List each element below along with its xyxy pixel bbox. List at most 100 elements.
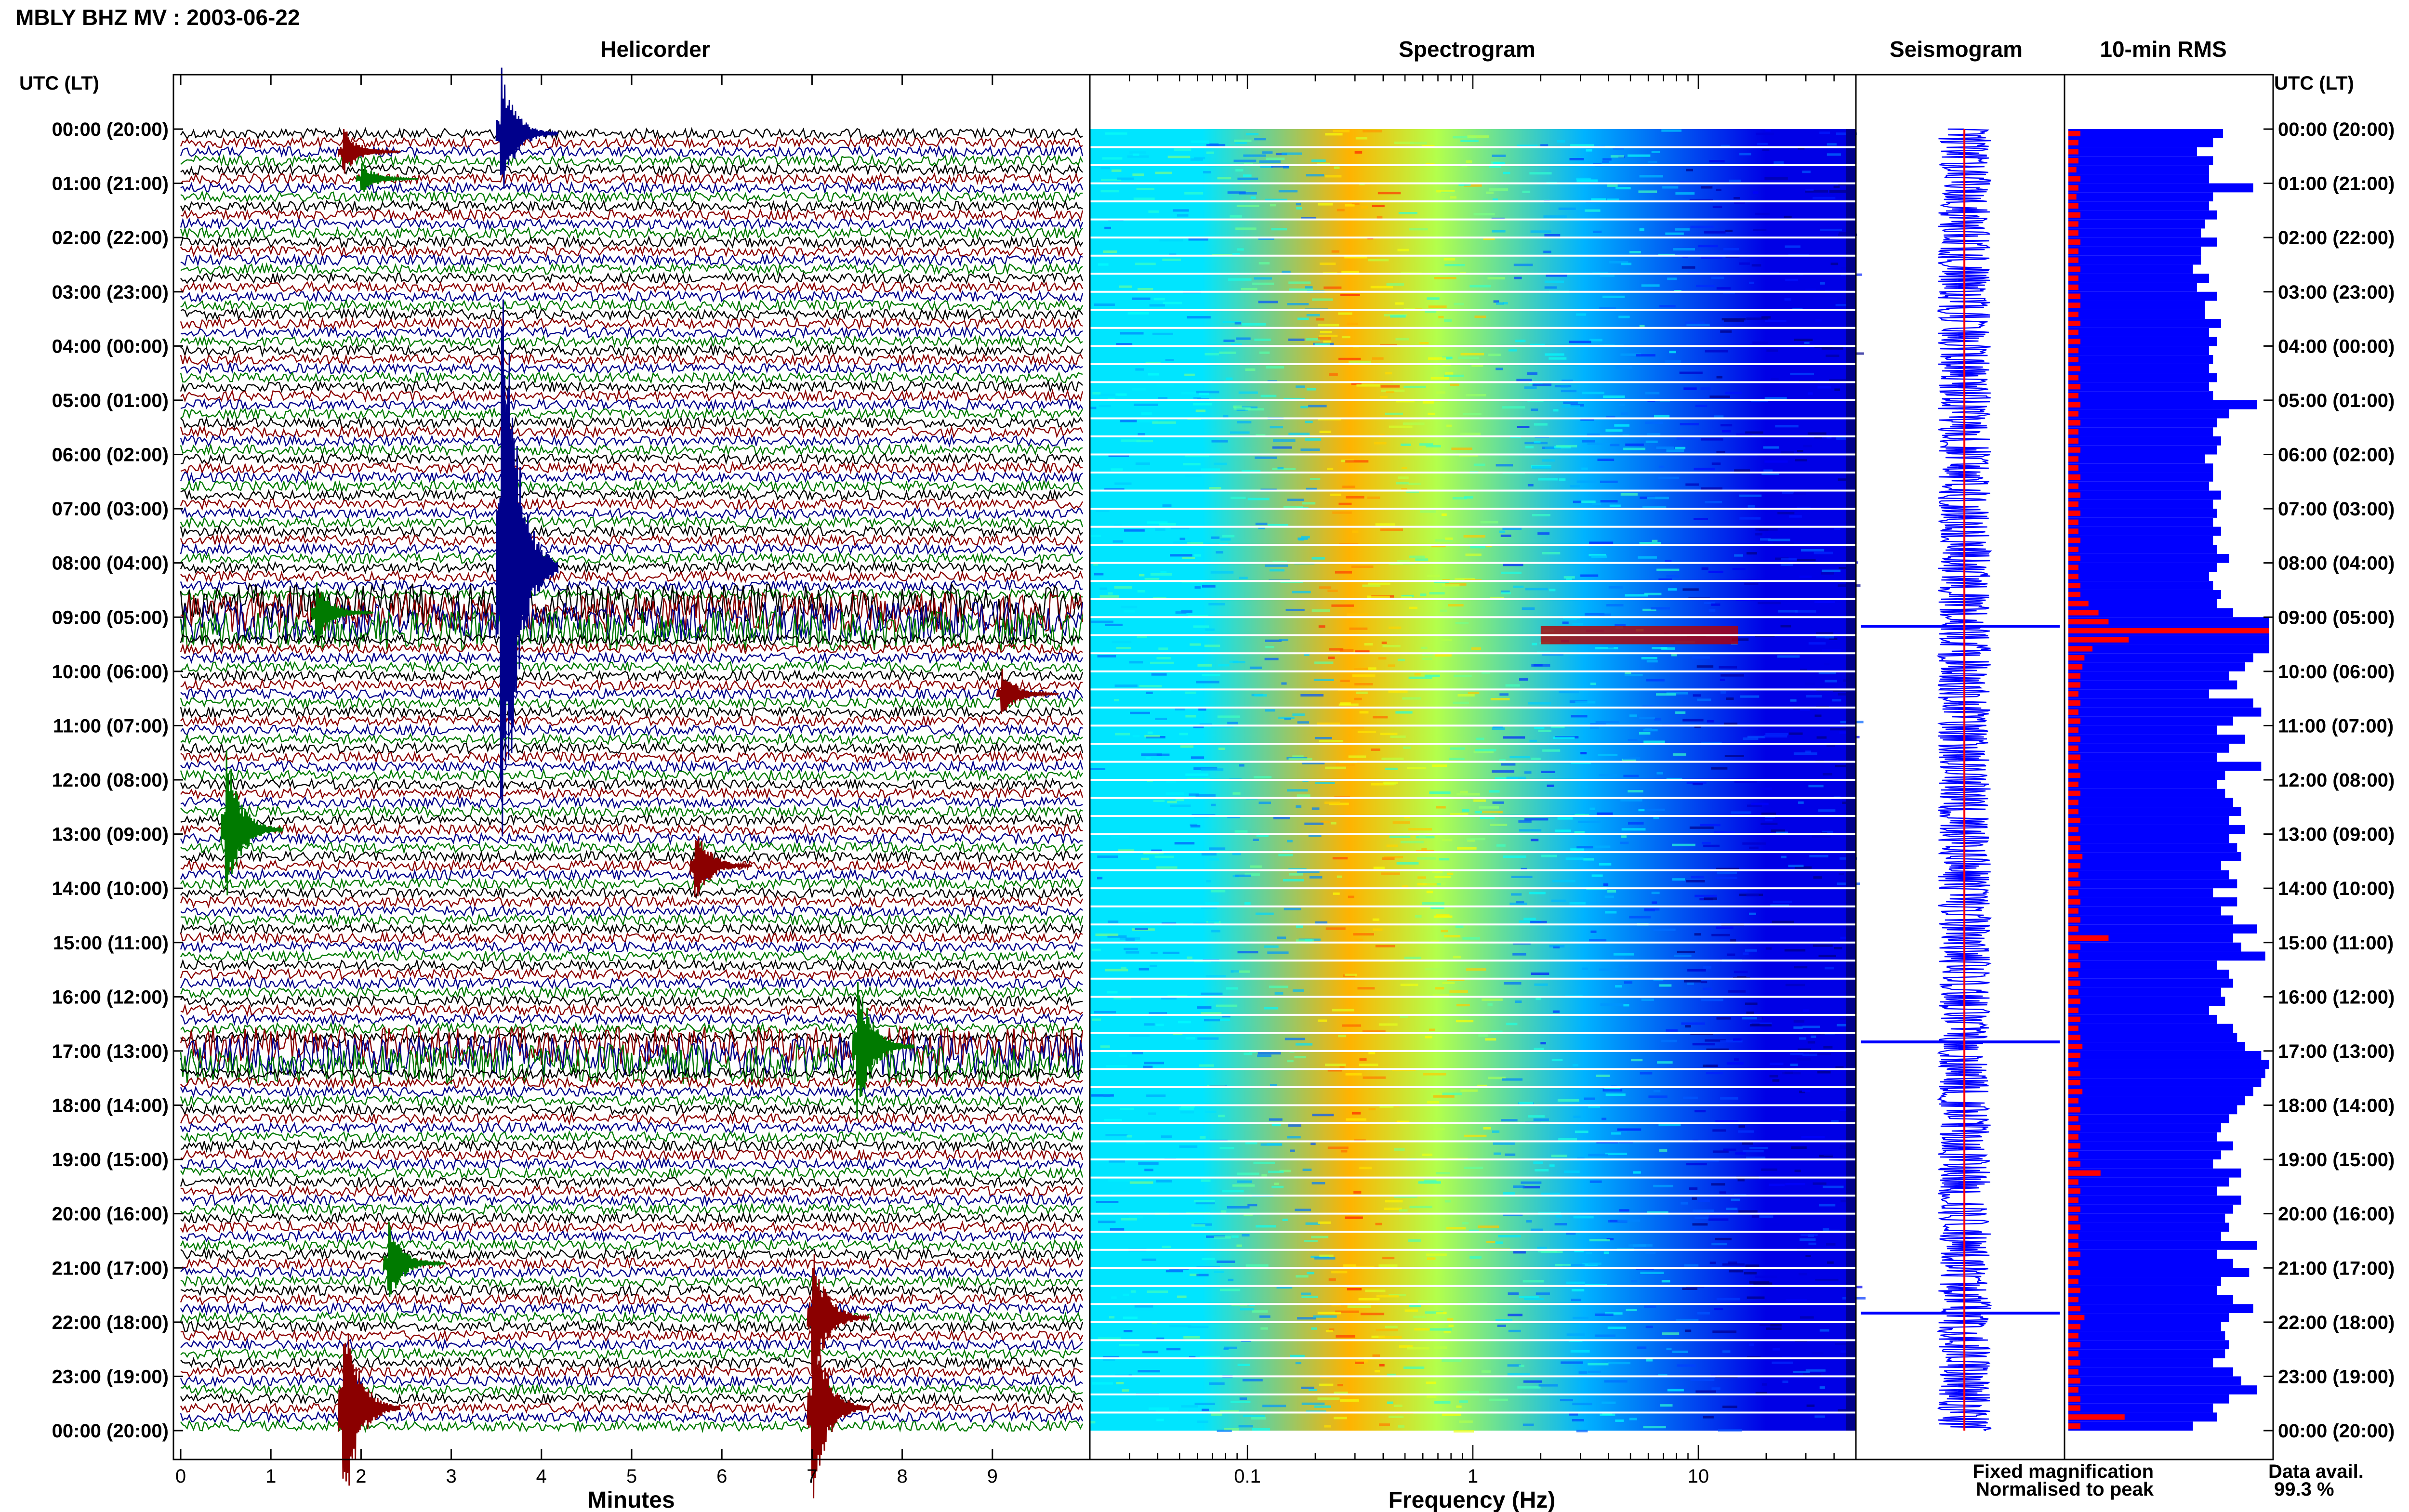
spectrogram-cell bbox=[1720, 1097, 1738, 1100]
rms-bar-normalised bbox=[2068, 971, 2078, 977]
spectrogram-cell bbox=[1588, 553, 1606, 556]
spectrogram-cell bbox=[1466, 394, 1486, 396]
spectrogram-cell bbox=[1156, 657, 1171, 660]
spectrogram-cell bbox=[1653, 816, 1659, 819]
spectrogram-cell bbox=[1334, 1392, 1348, 1394]
spectrogram-cell bbox=[1496, 368, 1503, 370]
spectrogram-cell bbox=[1374, 442, 1387, 445]
rms-title: 10-min RMS bbox=[2100, 37, 2226, 62]
spectrogram-cell bbox=[1381, 872, 1400, 875]
spectrogram-cell bbox=[1319, 431, 1332, 433]
spectrogram-cell bbox=[1719, 666, 1737, 669]
spectrogram-cell bbox=[1378, 657, 1387, 660]
spectrogram-cell bbox=[1423, 1073, 1446, 1076]
spectrogram-cell bbox=[1349, 360, 1371, 363]
rms-bar-fixed bbox=[2068, 1358, 2213, 1367]
spectrogram-cell bbox=[1302, 762, 1325, 764]
spectrogram-cell bbox=[1111, 1296, 1117, 1299]
spectrogram-cell bbox=[1265, 564, 1288, 567]
spectrogram-cell bbox=[1557, 817, 1573, 820]
spectrogram-cell bbox=[1700, 824, 1721, 827]
spectrogram-cell bbox=[1755, 533, 1763, 536]
spectrogram-cell bbox=[1615, 985, 1622, 988]
spectrogram-cell bbox=[1803, 1373, 1821, 1376]
rms-bar-normalised bbox=[2068, 429, 2078, 435]
spectrogram-cell bbox=[1589, 1239, 1610, 1242]
spectrogram-cell bbox=[1235, 227, 1257, 230]
spectrogram-cell bbox=[1146, 691, 1153, 694]
spectrogram-cell bbox=[1553, 736, 1575, 739]
spectrogram-cell bbox=[1329, 373, 1338, 376]
spectrogram-cell bbox=[1488, 1077, 1506, 1079]
rms-bar-normalised bbox=[2068, 582, 2081, 589]
spectrogram-cell bbox=[1295, 1209, 1311, 1211]
minute-tick-label: 9 bbox=[987, 1466, 998, 1487]
spectrogram-cell bbox=[1749, 912, 1756, 915]
spectrogram-cell bbox=[1166, 1348, 1181, 1351]
spectrogram-cell bbox=[1641, 284, 1660, 287]
spectrogram-cell bbox=[1834, 527, 1840, 530]
spectrogram-cell bbox=[1244, 1213, 1253, 1216]
spectrogram-cell bbox=[1296, 939, 1314, 942]
helicorder-trace bbox=[180, 397, 1084, 412]
spectrogram-cell bbox=[1355, 1361, 1364, 1364]
data-availability-label: Data avail. bbox=[2268, 1461, 2364, 1482]
legend-fixed-magnification: Fixed magnification bbox=[1972, 1461, 2154, 1482]
spectrogram-cell bbox=[1734, 971, 1748, 973]
spectrogram-cell bbox=[1453, 701, 1469, 704]
spectrogram-cell bbox=[1464, 496, 1473, 499]
spectrogram-cell bbox=[1233, 159, 1257, 162]
spectrogram-cell bbox=[1434, 1401, 1451, 1404]
rms-bar-normalised bbox=[2068, 781, 2078, 788]
spectrogram-cell bbox=[1129, 661, 1143, 664]
spectrogram-cell bbox=[1094, 165, 1100, 168]
rms-bar-fixed bbox=[2068, 1322, 2221, 1331]
spectrogram-cell bbox=[1662, 1332, 1680, 1335]
rms-bar-fixed bbox=[2068, 1024, 2233, 1033]
spectrogram-cell bbox=[1409, 228, 1428, 231]
spectrogram-cell bbox=[1422, 902, 1445, 905]
spectrogram-cell bbox=[1565, 857, 1584, 860]
spectrogram-cell bbox=[1492, 230, 1506, 233]
spectrogram-cell bbox=[1184, 373, 1195, 376]
spectrogram-cell bbox=[1726, 1062, 1744, 1065]
spectrogram-cell bbox=[1524, 771, 1532, 774]
spectrogram-cell bbox=[1446, 424, 1452, 427]
spectrogram-cell bbox=[1396, 482, 1409, 485]
spectrogram-cell bbox=[1597, 459, 1615, 461]
seismogram-panel bbox=[1861, 128, 2060, 1432]
spectrogram-cell bbox=[1319, 263, 1336, 265]
rms-bar-normalised bbox=[2068, 1224, 2081, 1230]
rms-panel bbox=[2068, 129, 2269, 1431]
spectrogram-cell bbox=[1370, 286, 1393, 289]
helicorder-trace bbox=[180, 959, 1084, 972]
spectrogram-cell bbox=[1658, 1124, 1681, 1127]
spectrogram-cell bbox=[1811, 1035, 1816, 1038]
spectrogram-cell bbox=[1121, 605, 1138, 608]
spectrogram-cell bbox=[1312, 298, 1333, 301]
time-label-left: 00:00 (20:00) bbox=[52, 119, 169, 140]
spectrogram-cell bbox=[1126, 1142, 1145, 1144]
spectrogram-cell bbox=[1519, 1365, 1524, 1367]
rms-bar-normalised bbox=[2068, 149, 2078, 155]
spectrogram-cell bbox=[1252, 1310, 1268, 1313]
spectrogram-cell bbox=[1773, 1348, 1780, 1351]
spectrogram-cell bbox=[1643, 740, 1665, 743]
spectrogram-cell bbox=[1222, 321, 1242, 324]
spectrogram-cell bbox=[1386, 391, 1395, 394]
spectrogram-cell bbox=[1607, 198, 1619, 201]
spectrogram-cell bbox=[1134, 1305, 1153, 1308]
spectrogram-cell bbox=[1515, 1000, 1522, 1003]
spectrogram-cell bbox=[1296, 1275, 1309, 1278]
spectrogram-cell bbox=[1525, 446, 1534, 448]
spectrogram-cell bbox=[1765, 733, 1788, 736]
helicorder-trace bbox=[180, 822, 1083, 837]
spectrogram-cell bbox=[1645, 421, 1663, 424]
spectrogram-cell bbox=[1578, 1371, 1588, 1374]
rms-bar-fixed bbox=[2068, 373, 2217, 382]
spectrogram-cell bbox=[1716, 376, 1722, 379]
rms-bar-normalised bbox=[2068, 375, 2078, 381]
spectrogram-cell bbox=[1409, 555, 1425, 558]
spectrogram-cell bbox=[1443, 935, 1461, 938]
